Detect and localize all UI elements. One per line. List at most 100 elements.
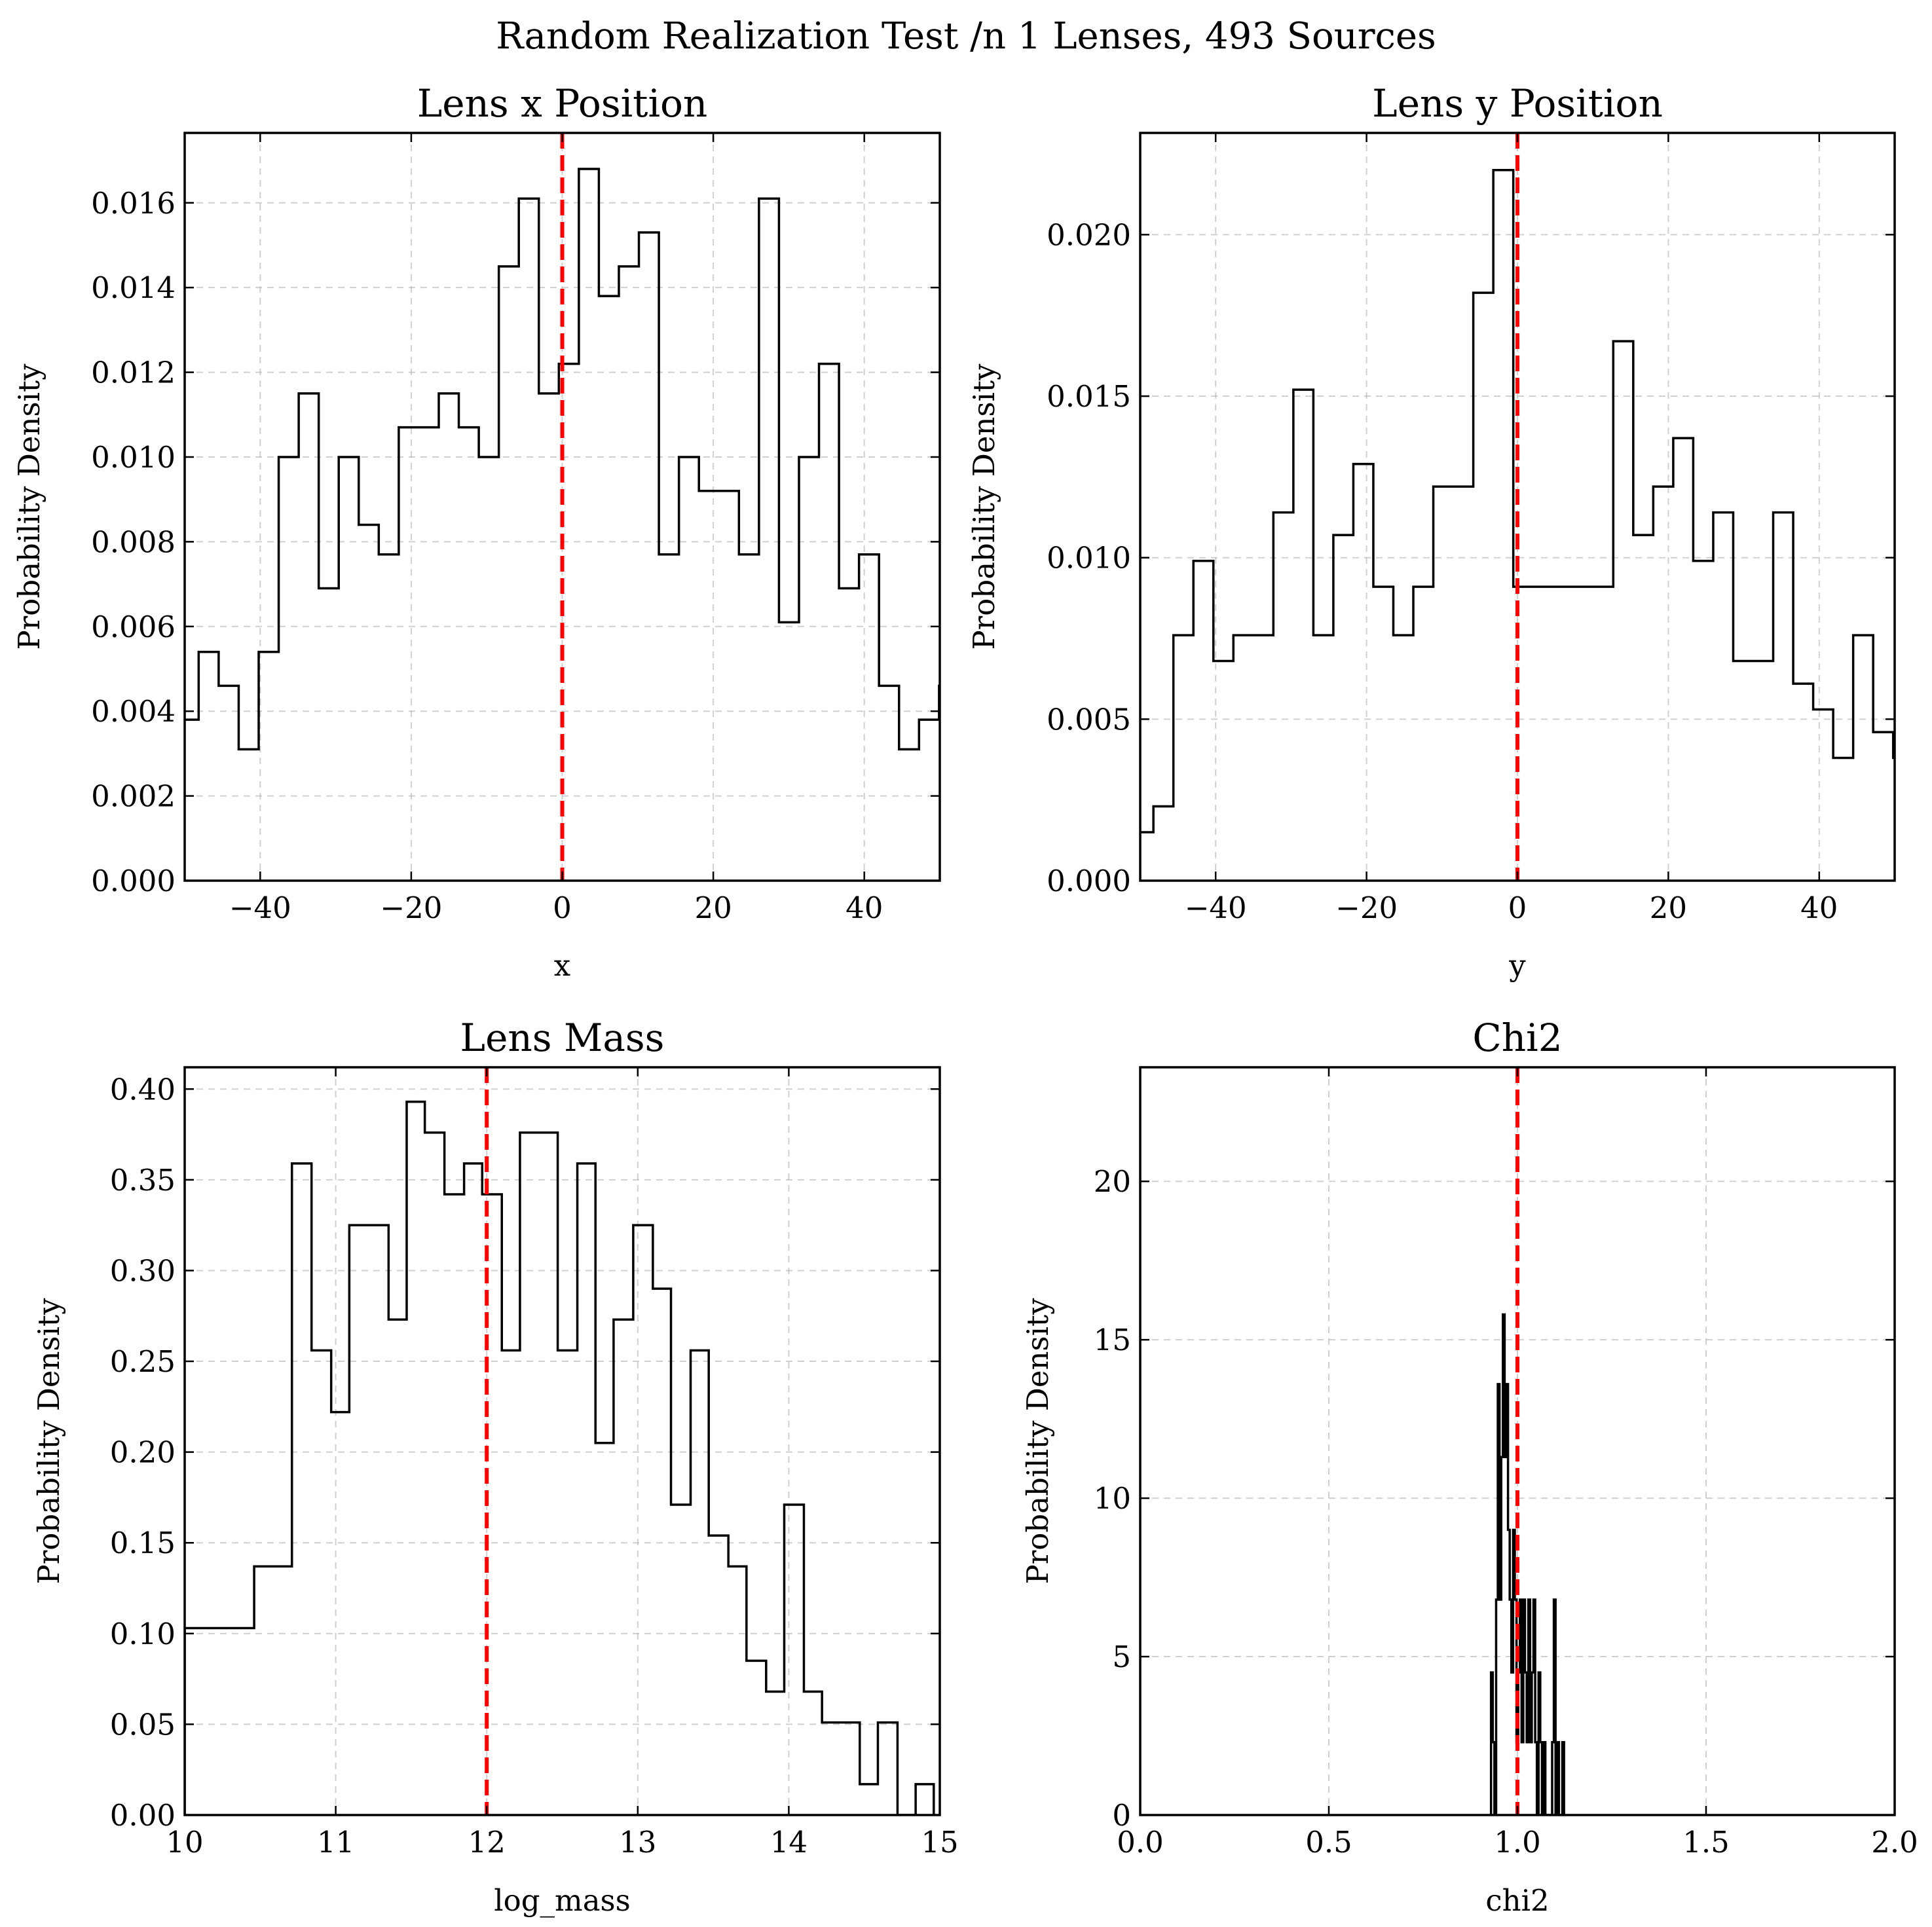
x-tick-label: 13 [619,1825,656,1860]
histogram-bin [520,1133,540,1815]
panel-title: Lens y Position [1372,81,1663,126]
histogram-bin [939,686,959,881]
histogram-bin [319,589,339,881]
y-tick-label: 0.30 [110,1253,176,1288]
y-tick-label: 0.020 [1047,217,1131,252]
histogram-bin [259,652,279,881]
histogram-bin [859,555,880,881]
y-tick-label: 15 [1094,1323,1131,1357]
x-tick-label: 1.0 [1494,1825,1541,1860]
histogram-bin [238,749,259,881]
histogram-bin [1853,635,1874,881]
y-tick-label: 0.000 [91,864,176,898]
histogram-bin [369,1225,388,1815]
y-axis-label: Probability Density [31,1298,66,1585]
histogram-bin [709,1535,728,1815]
x-tick-label: 0.0 [1117,1825,1164,1860]
y-axis-label: Probability Density [12,363,46,650]
histogram-bin [619,266,639,881]
histogram-bin [339,457,359,881]
histogram-bin [312,1350,331,1815]
histogram-bin [349,1225,369,1815]
histogram-bin [399,428,419,881]
panel-lens-mass: 10 11 12 13 14 15 0.00 0.05 0.10 0.15 0.20 0.25 0.30… [31,1016,959,1918]
histogram-bin [784,1505,804,1815]
y-tick-label: 5 [1112,1640,1131,1674]
panel-title: Lens x Position [417,81,708,126]
y-tick-label: 0 [1112,1798,1131,1833]
histogram-bin [445,1194,464,1815]
histogram-bin [1233,635,1254,881]
histogram-bin [1774,513,1794,881]
x-tick-label: 2.0 [1871,1825,1918,1860]
histogram [1489,1313,1565,1815]
histogram-bin [1193,561,1214,881]
histogram-bin [1673,438,1694,881]
histogram-bin [1313,635,1333,881]
histogram-bin [519,198,539,881]
histogram-bin [540,1133,558,1815]
histogram-bin [1873,732,1893,881]
histogram-bin [679,457,699,881]
histogram-bin [499,266,519,881]
histogram-bin [766,1692,785,1815]
histogram-bin [819,364,840,881]
x-tick-label: 12 [468,1825,506,1860]
histogram-bin [1893,758,1914,881]
histogram-bin [1833,758,1853,881]
histogram-bin [558,1350,578,1815]
histogram-bin [198,652,219,881]
histogram-bin [1530,1742,1532,1815]
histogram-bin [1333,535,1354,881]
histogram-bin [1214,661,1234,881]
panel-title: Chi2 [1472,1016,1562,1060]
histogram-bin [459,428,479,881]
histogram-bin [379,555,399,881]
y-tick-label: 0.000 [1047,864,1131,898]
histogram-bin [479,457,499,881]
histogram-bin [719,491,739,881]
histogram-bin [407,1102,425,1815]
histogram-bin [1453,486,1474,881]
x-tick-label: 1.5 [1682,1825,1730,1860]
histogram-bin [1553,587,1574,881]
histogram-bin [1527,1742,1529,1815]
histogram-bin [1474,293,1494,881]
histogram-bin [1593,587,1614,881]
x-tick-label: 11 [317,1825,354,1860]
histogram-step-line [1489,1313,1565,1815]
histogram-bin [639,232,659,881]
x-axis-label: chi2 [1485,1883,1549,1918]
histogram-bin [388,1319,407,1815]
histogram-bin [254,1566,292,1815]
x-tick-label: −20 [1335,890,1398,925]
x-tick-label: 0.5 [1305,1825,1352,1860]
histogram-bin [1254,635,1274,881]
histogram-bin [1653,486,1673,881]
histogram-bin [899,749,920,881]
histogram-bin [299,394,319,881]
histogram-bin [878,1723,897,1815]
histogram-bin [1713,513,1734,881]
histogram-bin [1500,1600,1502,1815]
panel-lens-x-position: −40 −20 0 20 40 0.000 0.002 0.004 0.006 0.008 0.01… [12,81,959,983]
y-tick-label: 0.016 [91,186,176,221]
y-tick-label: 0.006 [91,610,176,644]
histogram [185,168,959,881]
histogram-bin [1733,661,1753,881]
histogram-bin [1512,1672,1514,1815]
histogram-bin [539,394,559,881]
x-axis-label: y [1508,948,1526,983]
histogram-bin [464,1164,483,1815]
y-axis-label: Probability Density [1020,1298,1055,1585]
histogram-bin [1413,587,1434,881]
x-tick-label: 14 [770,1825,808,1860]
histogram-step-line [185,168,940,751]
histogram-bin [839,589,859,881]
histogram-bin [822,1723,842,1815]
histogram-bin [671,1505,691,1815]
histogram-bin [653,1289,671,1815]
histogram-bin [579,169,599,881]
histogram-bin [759,198,779,881]
x-tick-label: 40 [1800,890,1838,925]
